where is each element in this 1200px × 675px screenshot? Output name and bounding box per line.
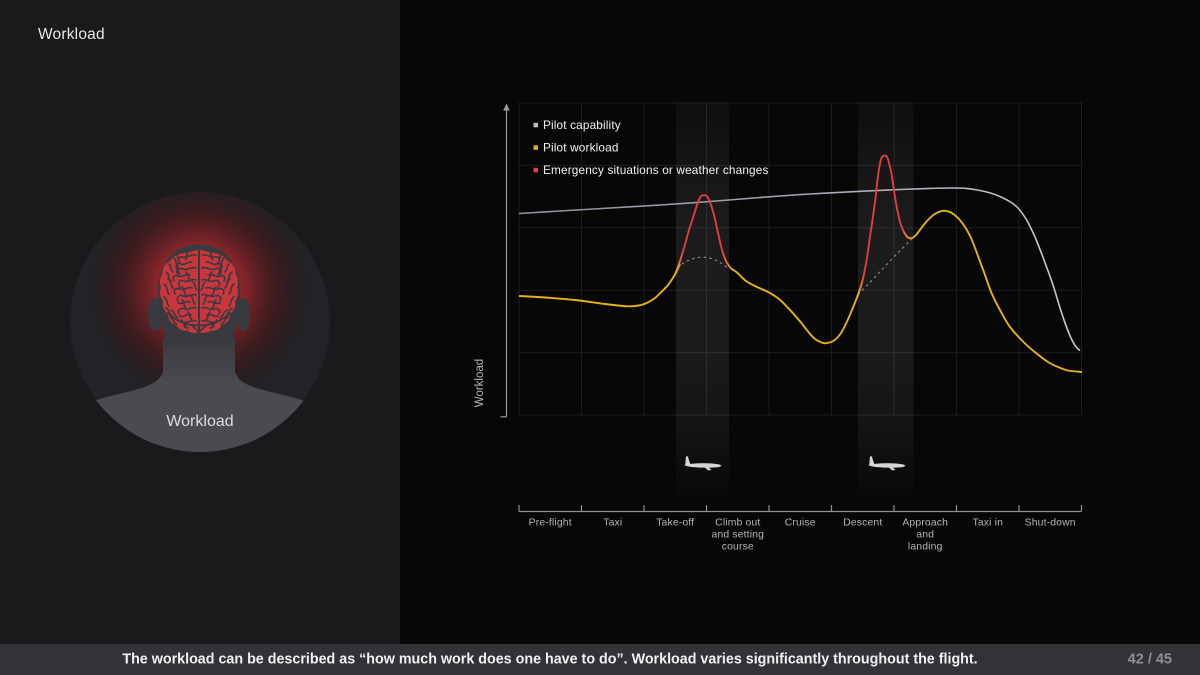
svg-text:Workload: Workload xyxy=(38,26,105,43)
svg-text:42 / 45: 42 / 45 xyxy=(1128,651,1172,667)
svg-text:Shut-down: Shut-down xyxy=(1025,518,1076,529)
svg-text:Take-off: Take-off xyxy=(656,518,694,529)
svg-text:The workload can be described: The workload can be described as “how mu… xyxy=(122,651,977,667)
svg-text:Emergency situations or weathe: Emergency situations or weather changes xyxy=(543,163,769,177)
svg-text:Cruise: Cruise xyxy=(785,518,816,529)
svg-text:and setting: and setting xyxy=(712,530,765,541)
svg-text:Taxi: Taxi xyxy=(603,518,622,529)
svg-text:Taxi in: Taxi in xyxy=(973,518,1004,529)
svg-text:Pilot workload: Pilot workload xyxy=(543,141,619,155)
svg-text:Pre-flight: Pre-flight xyxy=(529,518,572,529)
svg-text:Pilot capability: Pilot capability xyxy=(543,118,621,132)
svg-text:Descent: Descent xyxy=(843,518,882,529)
svg-text:landing: landing xyxy=(908,542,943,553)
svg-text:Climb out: Climb out xyxy=(715,518,760,529)
svg-text:Workload: Workload xyxy=(166,413,233,430)
svg-text:course: course xyxy=(722,542,754,553)
svg-text:Workload: Workload xyxy=(474,359,486,407)
svg-text:Approach: Approach xyxy=(902,518,948,529)
svg-text:and: and xyxy=(916,530,934,541)
